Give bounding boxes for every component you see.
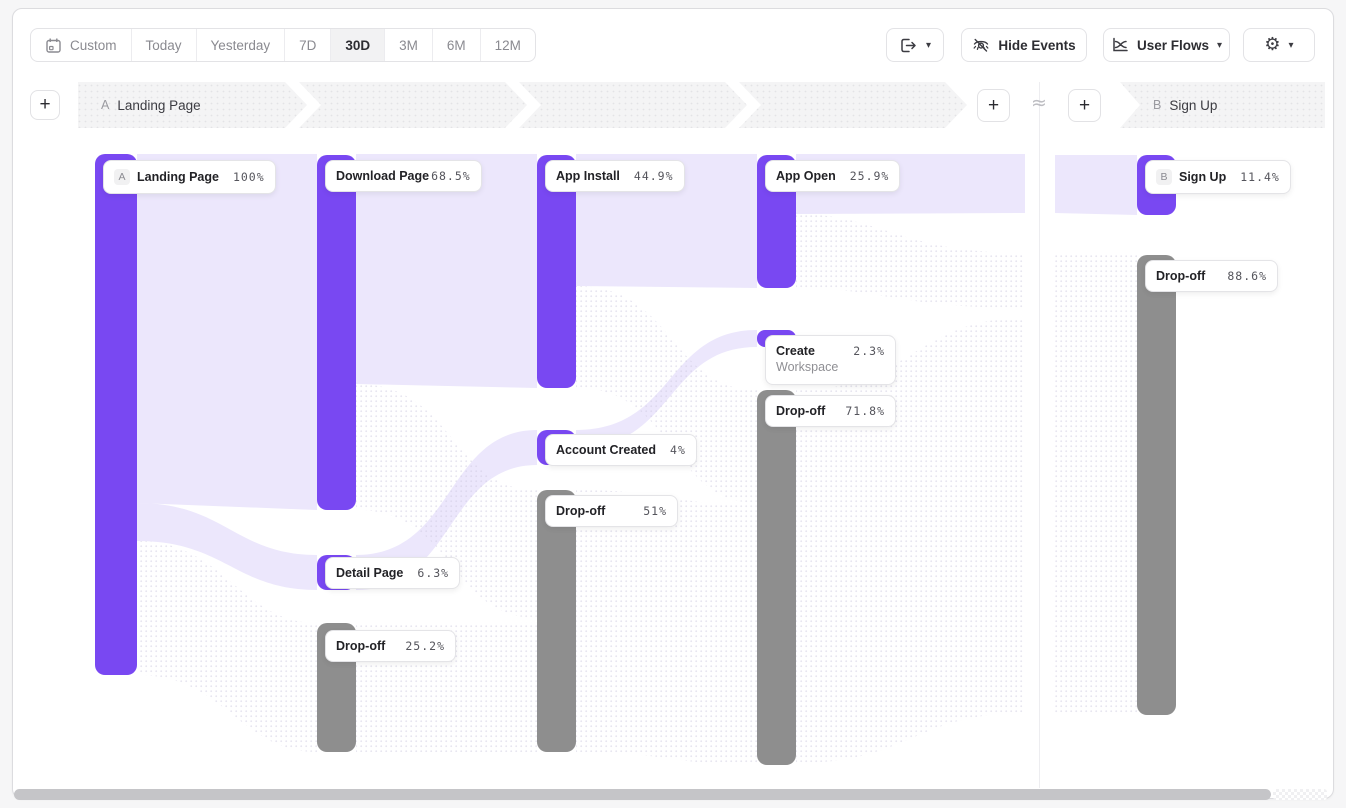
node-card-dropoff-71[interactable]: Drop-off 71.8% [765, 395, 896, 427]
date-range-today[interactable]: Today [132, 29, 197, 61]
gear-icon: ⚙ [1264, 34, 1281, 55]
date-range-label: Custom [70, 37, 117, 53]
date-range-yesterday[interactable]: Yesterday [197, 29, 286, 61]
date-range-3m[interactable]: 3M [385, 29, 433, 61]
node-card-app-install[interactable]: App Install 44.9% [545, 160, 685, 192]
caret-down-icon: ▾ [1217, 39, 1223, 51]
date-range-7d[interactable]: 7D [285, 29, 332, 61]
section-divider [1039, 82, 1040, 788]
add-step-button-left[interactable]: + [30, 90, 60, 120]
node-bar-dropoff-71[interactable] [757, 390, 796, 765]
node-bar-download-page[interactable] [317, 155, 356, 510]
node-card-landing-page[interactable]: A Landing Page 100% [103, 160, 276, 194]
step-a-label: Landing Page [117, 97, 201, 113]
scrollbar-track [1273, 789, 1327, 800]
user-flows-label: User Flows [1136, 37, 1209, 53]
date-range-30d[interactable]: 30D [331, 29, 386, 61]
add-step-button-mid-a[interactable]: + [977, 89, 1010, 122]
add-step-button-mid-b[interactable]: + [1068, 89, 1101, 122]
step-b-label: Sign Up [1169, 97, 1218, 113]
calendar-icon [46, 38, 61, 53]
node-card-account-created[interactable]: Account Created 4% [545, 434, 697, 466]
user-flows-icon [1113, 37, 1128, 52]
node-card-sign-up[interactable]: B Sign Up 11.4% [1145, 160, 1291, 194]
node-bar-landing-page[interactable] [95, 154, 137, 675]
node-letter-badge: B [1156, 169, 1172, 185]
node-bar-dropoff-88[interactable] [1137, 255, 1176, 715]
date-range-custom[interactable]: Custom [31, 29, 132, 61]
caret-down-icon: ▾ [1288, 39, 1294, 51]
node-bar-app-install[interactable] [537, 155, 576, 388]
node-letter-badge: A [114, 169, 130, 185]
export-button[interactable]: ▾ [886, 28, 944, 62]
hide-events-label: Hide Events [998, 37, 1076, 53]
date-range-12m[interactable]: 12M [494, 37, 521, 53]
funnel-step-a[interactable]: A Landing Page [101, 89, 201, 121]
caret-down-icon: ▾ [925, 39, 932, 51]
hide-events-button[interactable]: Hide Events [961, 28, 1087, 62]
eye-off-icon [973, 38, 989, 52]
step-a-letter: A [101, 98, 110, 112]
node-bar-dropoff-51[interactable] [537, 490, 576, 752]
step-b-letter: B [1153, 98, 1162, 112]
user-flows-button[interactable]: User Flows ▾ [1103, 28, 1230, 62]
settings-button[interactable]: ⚙ ▾ [1243, 28, 1315, 62]
date-range-6m[interactable]: 6M [433, 29, 481, 61]
node-card-detail-page[interactable]: Detail Page 6.3% [325, 557, 461, 589]
export-icon [901, 38, 916, 52]
funnel-step-b[interactable]: B Sign Up [1153, 89, 1217, 121]
node-card-dropoff-25[interactable]: Drop-off 25.2% [325, 630, 456, 662]
node-card-create-workspace[interactable]: Create 2.3% Workspace [765, 335, 896, 385]
horizontal-scrollbar-thumb[interactable] [14, 789, 1271, 800]
approx-connector: ≈ [1031, 92, 1047, 114]
node-card-dropoff-51[interactable]: Drop-off 51% [545, 495, 678, 527]
node-card-download-page[interactable]: Download Page 68.5% [325, 160, 482, 192]
node-card-app-open[interactable]: App Open 25.9% [765, 160, 901, 192]
date-range-picker: Custom Today Yesterday 7D 30D 3M 6M 12M [30, 28, 536, 62]
node-card-dropoff-88[interactable]: Drop-off 88.6% [1145, 260, 1278, 292]
